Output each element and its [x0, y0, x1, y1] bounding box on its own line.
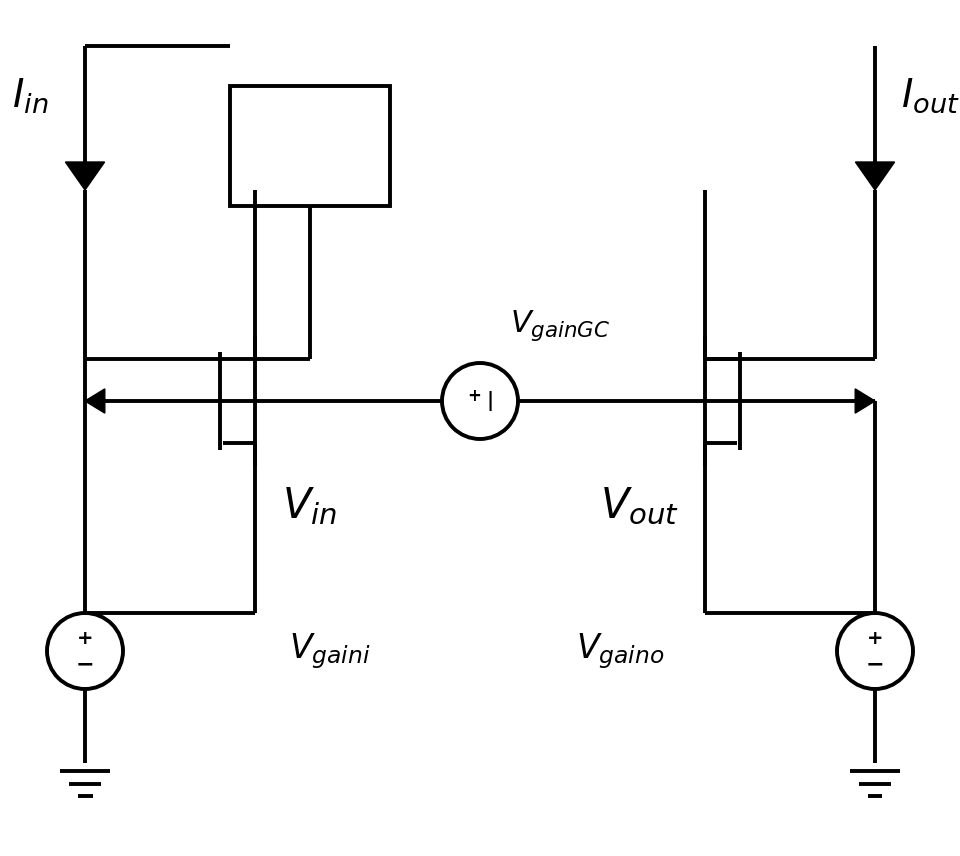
Polygon shape: [65, 162, 105, 190]
Polygon shape: [855, 389, 875, 413]
Polygon shape: [85, 389, 105, 413]
Text: $I_{out}$: $I_{out}$: [900, 77, 959, 116]
Text: +: +: [468, 387, 481, 405]
Text: +: +: [77, 629, 93, 649]
Text: −: −: [76, 654, 94, 674]
Text: $I_{in}$: $I_{in}$: [12, 76, 48, 116]
Text: +: +: [867, 629, 883, 649]
Text: $V_{gaino}$: $V_{gaino}$: [576, 631, 664, 671]
Text: $V_{out}$: $V_{out}$: [600, 485, 680, 527]
Text: $V_{gaini}$: $V_{gaini}$: [289, 631, 371, 671]
Text: −: −: [866, 654, 884, 674]
Text: $V_{in}$: $V_{in}$: [282, 485, 338, 527]
Polygon shape: [855, 162, 895, 190]
Text: |: |: [487, 391, 493, 411]
Text: $V_{gainGC}$: $V_{gainGC}$: [510, 308, 611, 343]
Bar: [230, 86, 390, 206]
